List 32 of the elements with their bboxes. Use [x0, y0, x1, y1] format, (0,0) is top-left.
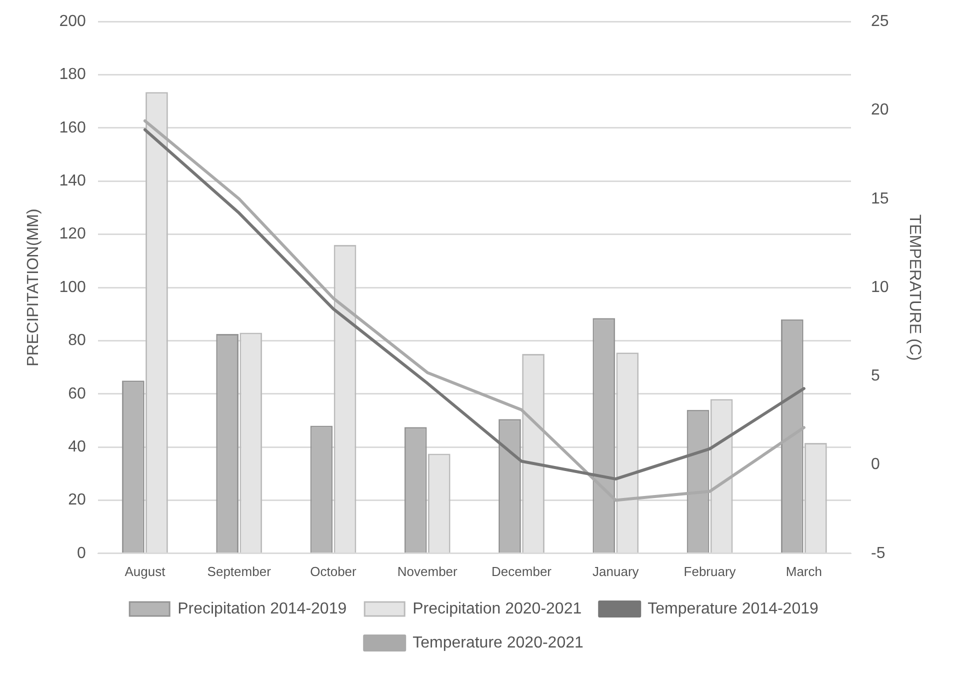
- legend-label: Precipitation 2020-2021: [412, 600, 582, 618]
- y-tick-label: 120: [59, 226, 86, 243]
- y-tick-label: 160: [59, 119, 86, 136]
- y-tick-label: 40: [68, 438, 86, 456]
- y2-tick-label: 15: [871, 190, 889, 208]
- y2-tick-label: 5: [871, 368, 880, 385]
- x-tick-label: August: [124, 564, 166, 579]
- y-tick-label: 140: [59, 172, 86, 190]
- legend-label: Temperature 2020-2021: [412, 634, 584, 652]
- x-tick-label: January: [592, 564, 640, 579]
- y2-axis-title: TEMPERATURE (C): [906, 214, 923, 361]
- y-axis-title: PRECIPITATION(MM): [25, 208, 42, 366]
- x-tick-label: October: [310, 564, 358, 579]
- x-tick-label: November: [397, 564, 458, 579]
- y2-tick-label: 10: [871, 278, 889, 296]
- y-tick-label: 180: [59, 66, 86, 84]
- y2-tick-label: -5: [871, 544, 886, 562]
- y-tick-label: 0: [76, 544, 86, 562]
- y-tick-label: 100: [59, 278, 86, 296]
- legend-label: Precipitation 2014-2019: [178, 600, 347, 618]
- y2-tick-label: 0: [871, 456, 880, 474]
- y-tick-label: 60: [68, 385, 86, 402]
- legend-label: Temperature 2014-2019: [648, 600, 818, 618]
- x-tick-label: February: [684, 564, 736, 579]
- x-tick-label: September: [207, 564, 272, 579]
- x-tick-label: December: [492, 564, 552, 579]
- x-tick-label: March: [786, 564, 822, 579]
- y-tick-label: 80: [68, 332, 86, 350]
- y2-tick-label: 20: [871, 102, 889, 119]
- y-tick-label: 200: [59, 13, 86, 30]
- y-tick-label: 20: [68, 492, 86, 509]
- y2-tick-label: 25: [871, 13, 889, 30]
